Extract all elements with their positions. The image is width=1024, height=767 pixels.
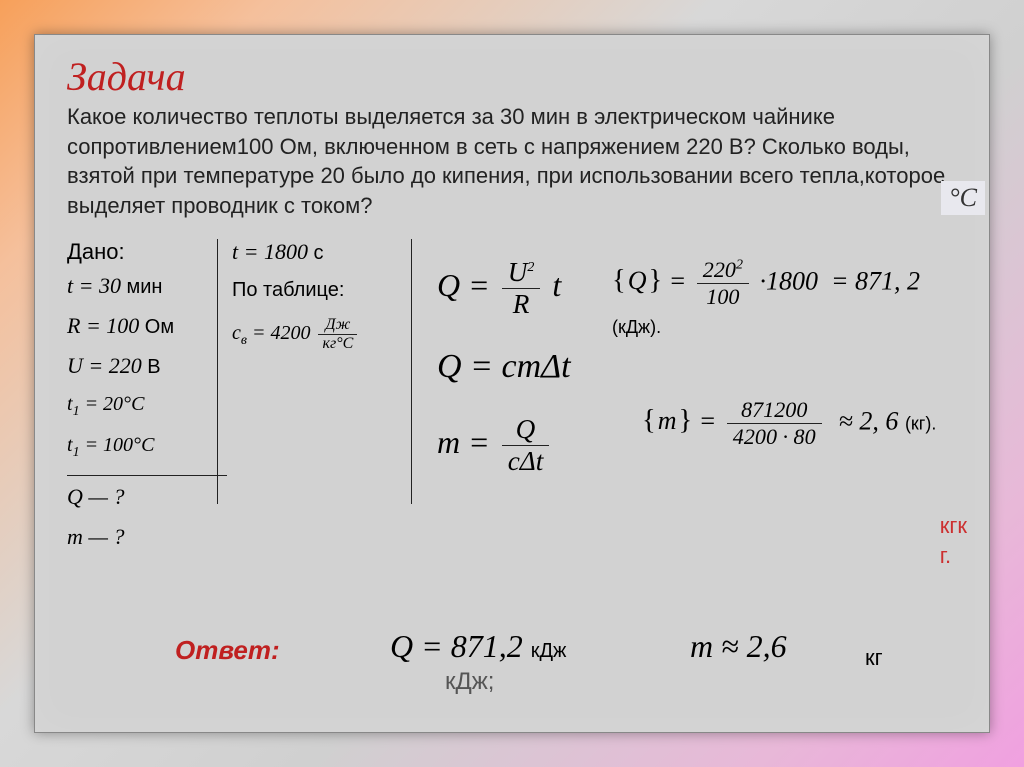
answer-m: m ≈ 2,6: [690, 628, 787, 665]
problem-text: Какое количество теплоты выделяется за 3…: [67, 102, 947, 221]
formula-Q-calorimetry: Q = cmΔt: [437, 348, 571, 386]
slide-panel: Задача Какое количество теплоты выделяет…: [34, 34, 990, 733]
formulas-column: Q = U2R t Q = cmΔt m = QcΔt: [437, 257, 571, 505]
given-label: Дано:: [67, 239, 227, 265]
given-t2: t1 = 100°C: [67, 434, 227, 461]
si-column: t = 1800 c По таблице: cв = 4200 Джкг°C: [217, 239, 412, 504]
query-Q: Q — ?: [67, 484, 227, 510]
query-m: m — ?: [67, 524, 227, 550]
stray-kdj: кДж;: [445, 668, 494, 696]
calc-m: m = 8712004200 · 80 ≈ 2, 6 (кг).: [642, 397, 936, 450]
slide-title: Задача: [67, 53, 957, 100]
given-column: Дано: t = 30 мин R = 100 Ом U = 220 В t1…: [67, 239, 227, 564]
given-U: U = 220 В: [67, 353, 227, 379]
stray-kg: кг: [865, 645, 883, 671]
given-t: t = 30 мин: [67, 273, 227, 299]
given-queries: Q — ? m — ?: [67, 475, 227, 550]
si-c: cв = 4200 Джкг°C: [232, 316, 397, 353]
si-table-label: По таблице:: [232, 279, 397, 302]
formula-Q-heat: Q = U2R t: [437, 257, 571, 320]
stray-red-text: кгкг.: [940, 511, 967, 570]
given-t1: t1 = 20°C: [67, 393, 227, 420]
answer-label: Ответ:: [175, 635, 280, 666]
degree-c-box: °C: [941, 181, 985, 215]
given-R: R = 100 Ом: [67, 313, 227, 339]
answer-Q: Q = 871,2 кДж: [390, 628, 566, 665]
formula-m: m = QcΔt: [437, 414, 571, 477]
si-t: t = 1800 c: [232, 239, 397, 265]
calc-Q: Q = 2202100 ·1800 = 871, 2 (кДж).: [612, 257, 957, 340]
